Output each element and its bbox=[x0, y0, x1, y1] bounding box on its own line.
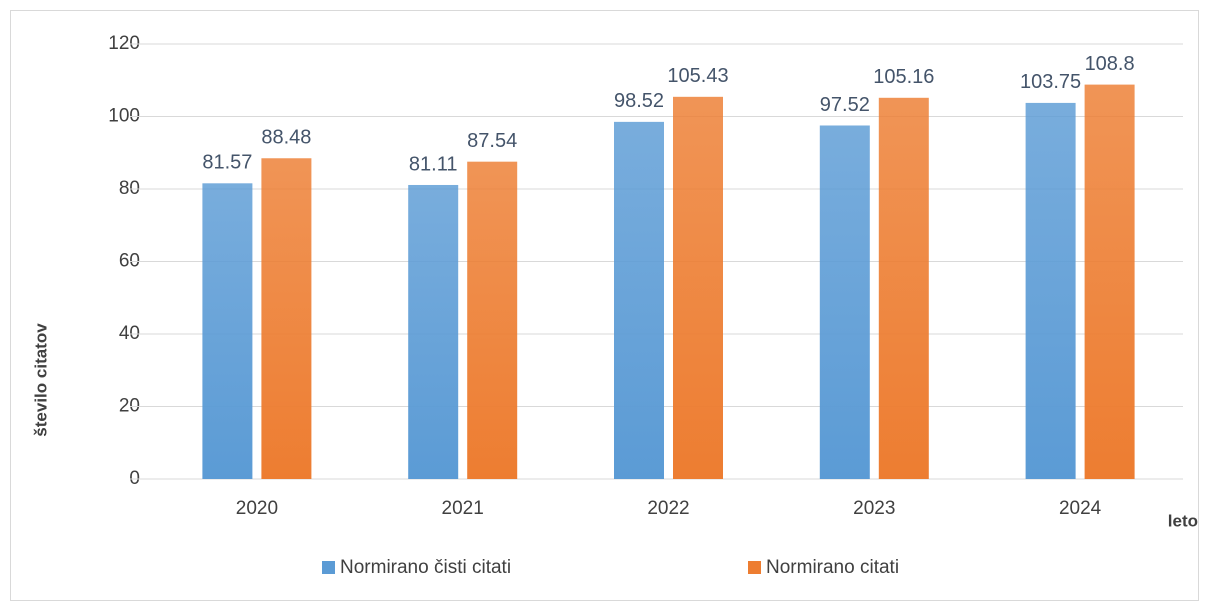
bar bbox=[261, 158, 312, 479]
bar bbox=[1025, 102, 1076, 479]
value-label: 98.52 bbox=[614, 90, 664, 112]
bar bbox=[408, 184, 459, 479]
y-tick-label: 100 bbox=[108, 106, 140, 127]
chart-border bbox=[10, 10, 1199, 601]
value-label: 108.8 bbox=[1085, 53, 1135, 75]
y-tick-label: 80 bbox=[119, 178, 140, 199]
x-tick-label: 2023 bbox=[853, 498, 895, 519]
y-tick-label: 20 bbox=[119, 396, 140, 417]
legend-swatch bbox=[748, 561, 761, 574]
bar bbox=[819, 125, 870, 480]
bar bbox=[467, 161, 518, 480]
value-label: 103.75 bbox=[1020, 71, 1081, 93]
legend-swatch bbox=[322, 561, 335, 574]
x-tick-label: 2020 bbox=[236, 498, 278, 519]
x-tick-label: 2021 bbox=[442, 498, 484, 519]
legend-label: Normirano citati bbox=[766, 557, 899, 578]
x-axis-label: leto bbox=[1168, 511, 1198, 530]
value-label: 87.54 bbox=[467, 130, 517, 152]
x-tick-label: 2024 bbox=[1059, 498, 1102, 519]
bar bbox=[614, 121, 664, 480]
y-axis-label: število citatov bbox=[31, 323, 50, 437]
y-tick-label: 40 bbox=[119, 323, 140, 344]
value-label: 81.11 bbox=[409, 153, 458, 175]
value-label: 105.43 bbox=[667, 65, 728, 87]
x-tick-label: 2022 bbox=[647, 498, 689, 519]
y-tick-label: 60 bbox=[119, 251, 140, 272]
bar bbox=[1084, 84, 1135, 479]
bar bbox=[878, 97, 929, 480]
value-label: 97.52 bbox=[820, 94, 870, 116]
legend-label: Normirano čisti citati bbox=[340, 557, 511, 578]
value-label: 81.57 bbox=[202, 152, 252, 174]
bar bbox=[202, 183, 253, 479]
bar bbox=[673, 96, 723, 479]
value-label: 88.48 bbox=[261, 127, 311, 149]
y-tick-label: 120 bbox=[108, 33, 140, 54]
value-label: 105.16 bbox=[873, 66, 934, 88]
